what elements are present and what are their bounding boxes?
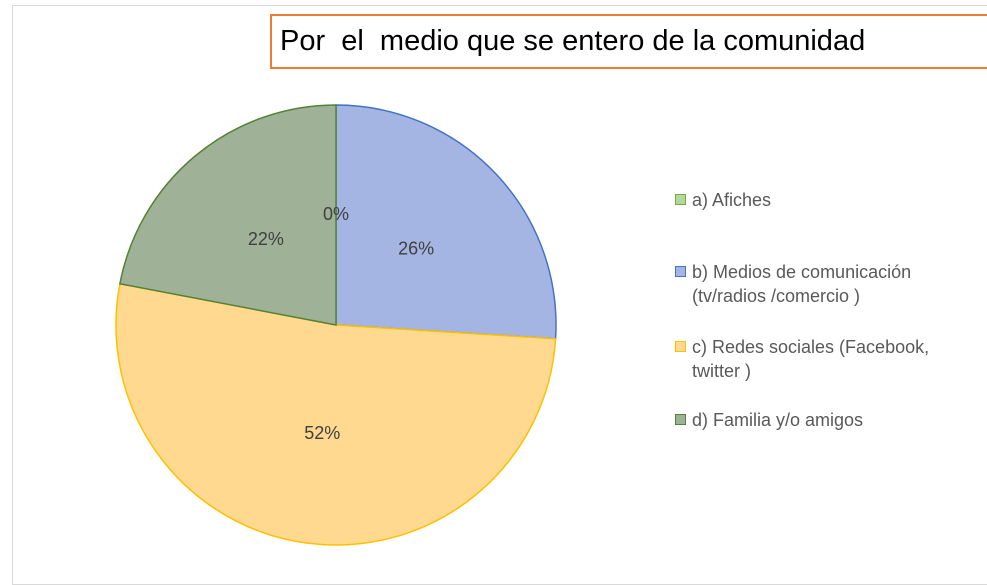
legend-swatch bbox=[675, 194, 686, 205]
legend-label: c) Redes sociales (Facebook, twitter ) bbox=[692, 337, 930, 381]
legend-item: c) Redes sociales (Facebook, twitter ) bbox=[672, 335, 982, 383]
pie-slice bbox=[335, 104, 557, 340]
data-label: 52% bbox=[304, 423, 340, 443]
legend-label: b) Medios de comunicación (tv/radios /co… bbox=[692, 262, 912, 306]
data-label: 22% bbox=[248, 229, 284, 249]
data-label: 0% bbox=[323, 204, 349, 224]
chart-title: Por el medio que se entero de la comunid… bbox=[270, 14, 987, 69]
page: {"chart_data": {"type": "pie", "title": … bbox=[12, 5, 987, 585]
pie-slice bbox=[119, 104, 337, 326]
legend-swatch bbox=[675, 341, 686, 352]
legend-swatch bbox=[675, 266, 686, 277]
legend-item: b) Medios de comunicación (tv/radios /co… bbox=[672, 260, 982, 308]
pie-chart: 0% 26% 52% 22% bbox=[115, 104, 557, 546]
legend-label: a) Afiches bbox=[692, 190, 772, 210]
pie-slice bbox=[115, 282, 557, 546]
legend-item: a) Afiches bbox=[672, 188, 982, 212]
legend-item: d) Familia y/o amigos bbox=[672, 408, 982, 432]
legend-swatch bbox=[675, 414, 686, 425]
data-label: 26% bbox=[398, 238, 434, 258]
legend-label: d) Familia y/o amigos bbox=[692, 410, 864, 430]
